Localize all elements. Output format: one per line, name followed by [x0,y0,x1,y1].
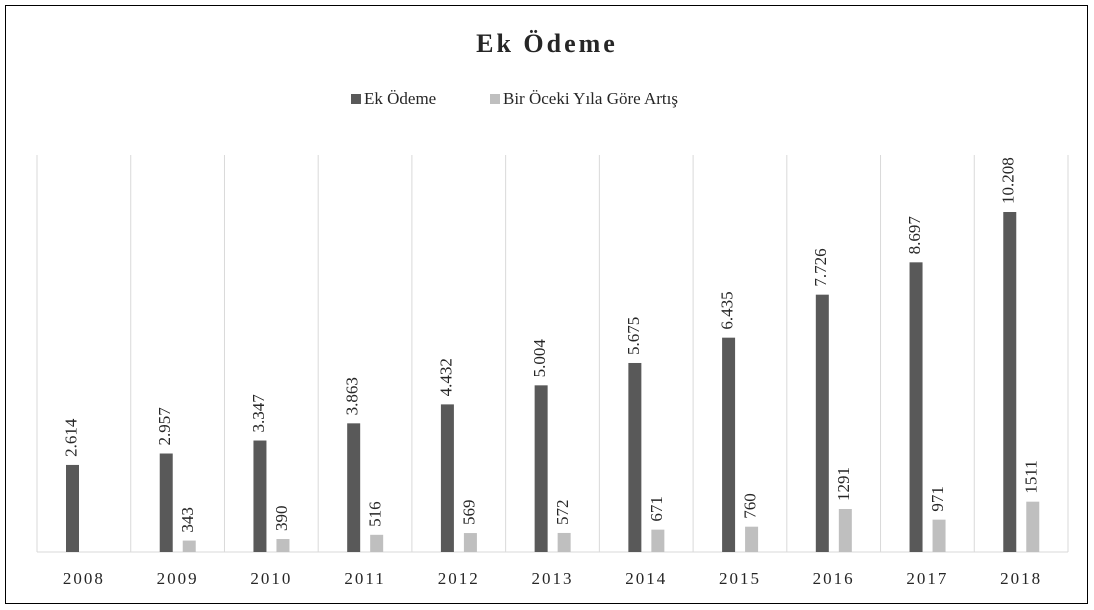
data-label: 1291 [834,467,853,501]
bar [838,509,852,552]
bar [440,404,454,552]
bar [347,423,361,552]
x-tick-label: 2015 [719,569,761,588]
data-label: 2.957 [155,407,174,446]
bar [1003,212,1017,552]
x-tick-label: 2008 [63,569,105,588]
data-label: 516 [366,501,385,527]
bar [370,534,384,552]
x-tick-label: 2018 [1000,569,1042,588]
data-label: 8.697 [905,216,924,255]
x-tick-label: 2012 [438,569,480,588]
bar [651,529,665,552]
data-label: 390 [272,506,291,532]
chart-title: Ek Ödeme [476,29,618,58]
bar [276,539,290,552]
bar [909,262,923,552]
bar [557,532,571,552]
legend-label: Ek Ödeme [364,89,436,108]
legend-swatch [351,94,361,104]
bar [534,385,548,552]
data-label: 3.347 [249,394,268,433]
data-label: 572 [553,499,572,525]
bar [815,294,829,552]
bar [159,453,173,552]
data-label: 10.208 [999,157,1018,204]
x-tick-label: 2014 [625,569,667,588]
data-label: 4.432 [436,358,455,396]
x-tick-label: 2013 [532,569,574,588]
bar [66,464,79,552]
data-label: 671 [647,496,666,522]
data-label: 760 [740,493,759,519]
legend-swatch [490,94,500,104]
data-label: 3.863 [343,377,362,415]
data-label: 971 [928,486,947,512]
data-label: 1511 [1022,460,1041,493]
data-label: 6.435 [717,291,736,329]
data-label: 2.614 [61,418,80,457]
data-label: 569 [459,500,478,526]
bar [722,337,736,552]
data-label: 7.726 [811,248,830,286]
bar [182,540,196,552]
x-tick-label: 2016 [813,569,855,588]
bar [628,362,642,552]
x-tick-label: 2011 [344,569,385,588]
bar [745,526,759,552]
x-tick-label: 2009 [157,569,199,588]
data-label: 343 [178,507,197,533]
legend-label: Bir Öceki Yıla Göre Artış [503,89,678,108]
data-label: 5.004 [530,339,549,378]
bar [463,533,477,552]
x-tick-label: 2010 [250,569,292,588]
x-tick-label: 2017 [906,569,948,588]
data-label: 5.675 [624,317,643,355]
bar [253,440,267,552]
bar [1026,501,1040,552]
bar [932,519,946,552]
